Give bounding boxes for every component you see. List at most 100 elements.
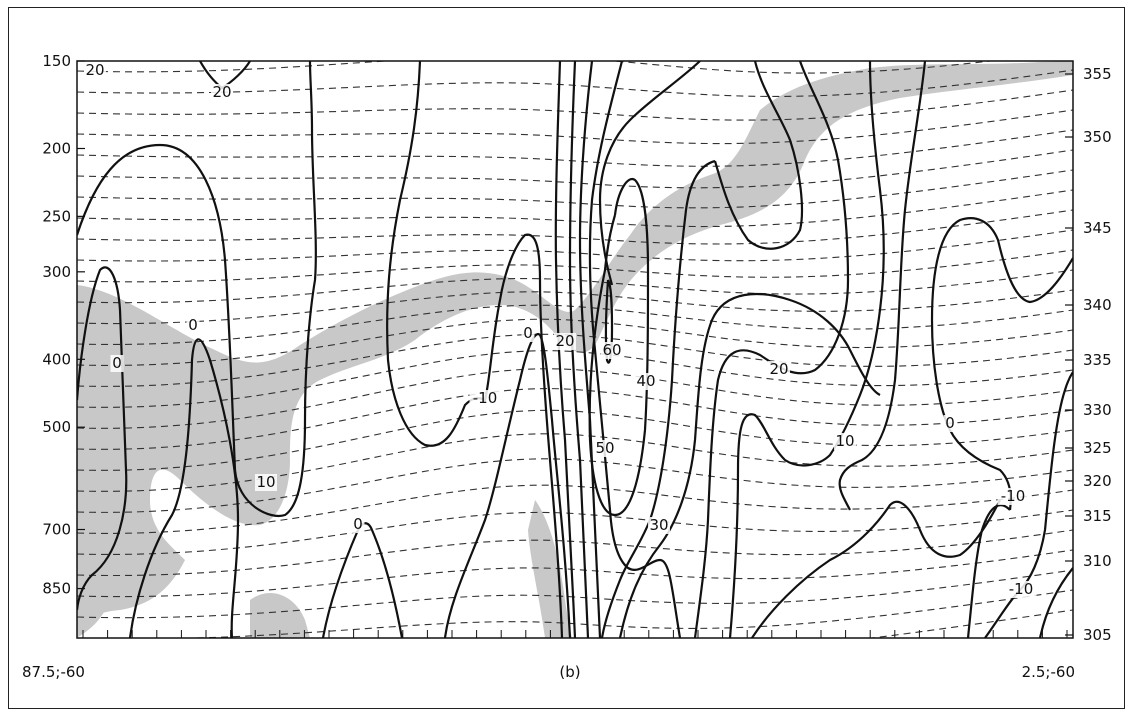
right-axis: 355 350 345 340 335 330 325 320 315 310 305 bbox=[1065, 65, 1112, 644]
dashed-isentrope bbox=[77, 89, 1073, 121]
contour-label: 0 bbox=[188, 316, 198, 334]
contour-label: 0 bbox=[945, 414, 955, 432]
right-tick-label: 355 bbox=[1083, 65, 1112, 83]
left-tick-label: 700 bbox=[42, 521, 71, 539]
contour-label-bg bbox=[211, 84, 233, 101]
dashed-isentrope bbox=[77, 109, 1073, 145]
solid-contour bbox=[598, 61, 701, 286]
contour-label: -10 bbox=[1001, 487, 1026, 505]
dashed-isentrope bbox=[77, 249, 1073, 283]
solid-contour bbox=[966, 504, 1011, 638]
dashed-isentrope bbox=[77, 229, 1073, 262]
contour-label: 50 bbox=[595, 439, 614, 457]
left-tick-label: 250 bbox=[42, 207, 71, 225]
right-tick-label: 305 bbox=[1083, 626, 1112, 644]
right-tick-label: 310 bbox=[1083, 552, 1112, 570]
dashed-isentrope bbox=[77, 409, 1073, 471]
left-tick-label: 500 bbox=[42, 418, 71, 436]
bottom-axis-ticks bbox=[82, 630, 1068, 638]
x-start-label: 87.5;-60 bbox=[22, 663, 85, 681]
contour-label: 20 bbox=[85, 61, 104, 79]
dashed-isentrope bbox=[77, 189, 1073, 228]
shaded-band-lower-mid bbox=[250, 592, 310, 638]
solid-contour bbox=[838, 61, 927, 511]
dashed-isentrope bbox=[77, 269, 1073, 304]
left-tick-label: 850 bbox=[42, 580, 71, 598]
left-tick-label: 150 bbox=[42, 52, 71, 70]
contour-label-bg bbox=[84, 62, 106, 79]
contour-label: 60 bbox=[602, 341, 621, 359]
solid-contour bbox=[713, 61, 804, 250]
contour-label-bg bbox=[943, 415, 957, 432]
right-tick-label: 350 bbox=[1083, 128, 1112, 146]
contour-label: 0 bbox=[112, 354, 122, 372]
solid-contour bbox=[728, 61, 885, 638]
solid-contour bbox=[618, 292, 881, 638]
contour-label: 0 bbox=[523, 324, 533, 342]
solid-contour bbox=[578, 61, 602, 638]
solid-contour bbox=[751, 499, 1001, 638]
contour-label-bg bbox=[351, 516, 365, 533]
contour-label: 10 bbox=[835, 432, 854, 450]
dashed-isentrope bbox=[77, 368, 1073, 429]
left-axis: 150 200 250 300 400 500 700 850 bbox=[42, 52, 85, 598]
contour-label-bg bbox=[834, 433, 856, 450]
contour-label: -10 bbox=[473, 389, 498, 407]
dashed-isentrope bbox=[77, 129, 1073, 167]
solid-contour bbox=[568, 61, 590, 638]
dashed-isentrope bbox=[77, 61, 995, 74]
x-end-label: 2.5;-60 bbox=[1022, 663, 1075, 681]
solid-contour bbox=[588, 177, 650, 517]
dashed-isentrope bbox=[77, 433, 1073, 492]
solid-contour bbox=[77, 61, 317, 517]
contour-label-bg bbox=[255, 474, 277, 491]
contour-label-bg bbox=[554, 333, 576, 350]
solid-contour bbox=[443, 332, 572, 638]
contour-label-bg bbox=[186, 317, 200, 334]
contour-label-bg bbox=[469, 390, 501, 407]
contour-label-bg bbox=[1005, 581, 1037, 598]
dashed-isentrope bbox=[77, 169, 1073, 209]
dashed-isentrope bbox=[77, 28, 1073, 50]
right-tick-label: 345 bbox=[1083, 219, 1112, 237]
contour-label-bg bbox=[601, 342, 623, 359]
shaded-band-bottom-left bbox=[77, 520, 113, 638]
right-tick-label: 320 bbox=[1083, 472, 1112, 490]
left-tick-label: 200 bbox=[42, 139, 71, 157]
left-tick-label: 400 bbox=[42, 350, 71, 368]
right-tick-label: 325 bbox=[1083, 439, 1112, 457]
contour-label: 30 bbox=[649, 516, 668, 534]
right-tick-label: 340 bbox=[1083, 296, 1112, 314]
panel-label: (b) bbox=[559, 663, 580, 681]
right-tick-label: 335 bbox=[1083, 351, 1112, 369]
contour-label-bg bbox=[521, 325, 535, 342]
contour-label: 0 bbox=[353, 515, 363, 533]
solid-contour bbox=[321, 522, 404, 638]
left-tick-label: 300 bbox=[42, 263, 71, 281]
dashed-isentrope bbox=[77, 569, 1073, 619]
dashed-isentrope bbox=[77, 549, 1073, 598]
solid-contour bbox=[77, 266, 128, 611]
solid-contour bbox=[600, 159, 716, 638]
solid-contour bbox=[930, 217, 1073, 511]
contour-label: -10 bbox=[1009, 580, 1034, 598]
contour-label: 20 bbox=[769, 360, 788, 378]
dashed-isentrope bbox=[77, 149, 1073, 189]
contour-label-bg bbox=[594, 440, 616, 457]
contour-label: 20 bbox=[555, 332, 574, 350]
contour-label-bg bbox=[635, 373, 657, 390]
contour-label: 10 bbox=[256, 473, 275, 491]
right-tick-label: 315 bbox=[1083, 507, 1112, 525]
solid-contour bbox=[1038, 567, 1073, 638]
right-tick-label: 330 bbox=[1083, 401, 1112, 419]
contour-label-bg bbox=[648, 517, 670, 534]
contour-label: 40 bbox=[636, 372, 655, 390]
dashed-isentrope bbox=[77, 388, 1073, 450]
dashed-isentrope bbox=[77, 209, 1073, 245]
contour-label-bg bbox=[110, 355, 124, 372]
contour-label-bg bbox=[997, 488, 1029, 505]
contour-label: 20 bbox=[212, 83, 231, 101]
contour-labels: 20 20 0 0 10 0 -10 0 20 60 40 50 30 20 10 0 -10 -10 bbox=[84, 61, 1037, 598]
solid-contour bbox=[128, 338, 240, 638]
